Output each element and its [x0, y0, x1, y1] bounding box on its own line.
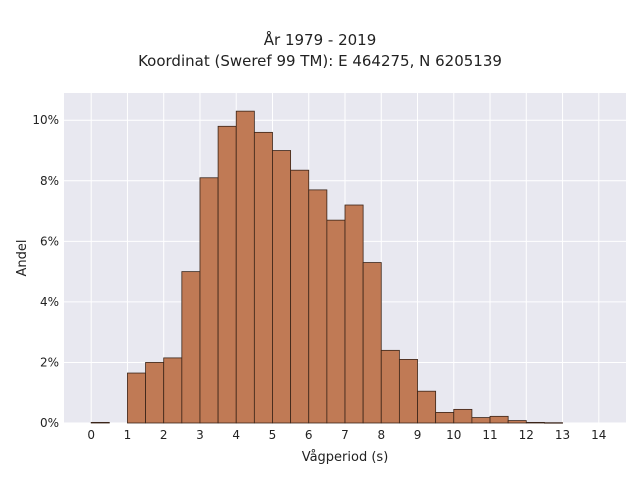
histogram-bar [272, 150, 292, 424]
y-tick-label: 2% [40, 355, 59, 369]
y-axis-label: Andel [15, 240, 30, 277]
histogram-bar [380, 349, 400, 424]
y-tick-label: 0% [40, 416, 59, 430]
bars [90, 110, 563, 424]
x-axis-ticks: 0 1 2 3 4 5 6 7 8 9 10 11 12 13 14 [87, 428, 606, 442]
histogram-bar [453, 408, 473, 424]
y-tick-label: 4% [40, 295, 59, 309]
y-tick-label: 8% [40, 174, 59, 188]
histogram-bar [544, 422, 563, 424]
histogram-bar [417, 390, 437, 424]
histogram-bar [127, 372, 146, 424]
x-tick-label: 4 [232, 428, 240, 442]
histogram-bar [398, 359, 418, 424]
y-tick-label: 6% [40, 234, 59, 248]
x-tick-label: 0 [87, 428, 95, 442]
histogram-bar [525, 421, 545, 424]
x-tick-label: 7 [341, 428, 349, 442]
y-axis-ticks: 0% 2% 4% 6% 8% 10% [32, 113, 59, 430]
histogram-bar [217, 125, 237, 424]
histogram-bar [362, 262, 382, 424]
y-tick-label: 10% [32, 113, 59, 127]
histogram-bar [145, 362, 165, 424]
x-tick-label: 13 [555, 428, 570, 442]
histogram-bar [344, 204, 364, 424]
x-tick-label: 14 [591, 428, 606, 442]
x-tick-label: 3 [196, 428, 204, 442]
histogram-bar [235, 110, 255, 424]
histogram-bar [253, 131, 273, 424]
chart-title-line-1: År 1979 - 2019 [264, 30, 377, 49]
x-tick-label: 12 [519, 428, 534, 442]
chart-title-line-2: Koordinat (Sweref 99 TM): E 464275, N 62… [138, 52, 502, 70]
x-tick-label: 11 [482, 428, 497, 442]
x-tick-label: 10 [446, 428, 461, 442]
x-tick-label: 1 [124, 428, 132, 442]
x-tick-label: 8 [377, 428, 385, 442]
histogram-bar [181, 271, 201, 424]
grid-lines [64, 93, 626, 424]
histogram-bar [507, 420, 527, 424]
histogram-bar [290, 169, 310, 424]
x-axis-label: Vågperiod (s) [302, 450, 389, 465]
histogram-bar [471, 417, 491, 424]
histogram-bar [308, 189, 328, 424]
histogram-bar [163, 357, 183, 424]
histogram-bar [90, 421, 110, 424]
histogram-bar [435, 412, 455, 424]
x-tick-label: 2 [160, 428, 168, 442]
x-tick-label: 5 [269, 428, 277, 442]
histogram-bar [199, 177, 219, 424]
histogram-bar [489, 415, 509, 424]
histogram-bar [326, 219, 346, 424]
x-tick-label: 9 [414, 428, 422, 442]
x-tick-label: 6 [305, 428, 313, 442]
